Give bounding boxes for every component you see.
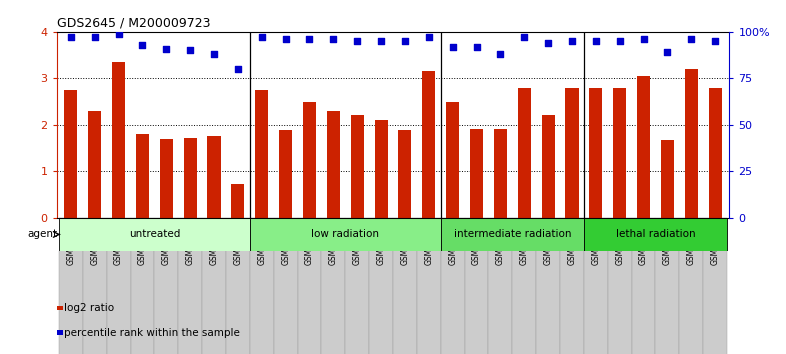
Point xyxy=(494,51,507,57)
Point xyxy=(184,47,196,53)
Bar xyxy=(512,218,536,354)
Bar xyxy=(446,102,459,218)
Bar xyxy=(422,71,435,218)
Bar xyxy=(708,87,722,218)
Point xyxy=(89,35,101,40)
Bar xyxy=(417,218,441,354)
Point xyxy=(446,44,459,50)
Bar xyxy=(656,218,679,354)
Bar xyxy=(351,115,364,218)
Bar xyxy=(59,218,83,354)
Bar xyxy=(231,184,244,218)
Bar xyxy=(536,218,560,354)
Point xyxy=(232,66,244,72)
Bar xyxy=(441,218,584,251)
Point xyxy=(637,36,650,42)
Bar xyxy=(608,218,632,354)
Bar xyxy=(255,90,268,218)
Point xyxy=(613,38,626,44)
Bar xyxy=(632,218,656,354)
Bar xyxy=(178,218,202,354)
Bar xyxy=(303,102,316,218)
Text: low radiation: low radiation xyxy=(311,229,380,239)
Bar xyxy=(399,130,412,218)
Bar xyxy=(202,218,226,354)
Bar xyxy=(369,218,393,354)
Bar xyxy=(130,218,154,354)
Bar xyxy=(679,218,703,354)
Point xyxy=(661,50,674,55)
Bar xyxy=(685,69,698,218)
Bar xyxy=(279,130,292,218)
Point xyxy=(542,40,554,46)
Bar xyxy=(208,136,221,218)
Bar xyxy=(470,129,483,218)
Bar xyxy=(661,139,674,218)
Bar xyxy=(374,120,387,218)
Point xyxy=(590,38,602,44)
Bar xyxy=(441,218,465,354)
Bar xyxy=(637,76,650,218)
Point xyxy=(160,46,173,51)
Text: GDS2645 / M200009723: GDS2645 / M200009723 xyxy=(57,16,210,29)
Bar xyxy=(327,111,340,218)
Bar xyxy=(83,218,107,354)
Bar xyxy=(160,139,173,218)
Bar xyxy=(250,218,441,251)
Point xyxy=(399,38,411,44)
Point xyxy=(709,38,722,44)
Point xyxy=(208,51,220,57)
Point xyxy=(351,38,363,44)
Bar xyxy=(518,87,531,218)
Bar xyxy=(154,218,178,354)
Bar xyxy=(274,218,298,354)
Point xyxy=(279,36,292,42)
Point xyxy=(470,44,483,50)
Point xyxy=(685,36,697,42)
Bar xyxy=(584,218,608,354)
Bar xyxy=(107,218,130,354)
Bar xyxy=(590,87,602,218)
Bar xyxy=(184,138,196,218)
Bar xyxy=(542,115,555,218)
Point xyxy=(255,35,268,40)
Text: percentile rank within the sample: percentile rank within the sample xyxy=(64,328,240,338)
Bar xyxy=(584,218,727,251)
Text: intermediate radiation: intermediate radiation xyxy=(454,229,571,239)
Bar xyxy=(321,218,345,354)
Bar xyxy=(112,62,125,218)
Bar xyxy=(345,218,369,354)
Point xyxy=(64,35,77,40)
Point xyxy=(423,35,435,40)
Bar xyxy=(64,90,78,218)
Point xyxy=(112,31,125,36)
Bar xyxy=(250,218,274,354)
Bar xyxy=(226,218,250,354)
Text: log2 ratio: log2 ratio xyxy=(64,303,114,313)
Bar xyxy=(59,218,250,251)
Bar xyxy=(613,87,626,218)
Text: lethal radiation: lethal radiation xyxy=(615,229,696,239)
Bar xyxy=(494,129,507,218)
Bar xyxy=(393,218,417,354)
Text: agent: agent xyxy=(27,229,57,239)
Bar xyxy=(703,218,727,354)
Bar xyxy=(565,87,578,218)
Point xyxy=(303,36,316,42)
Bar xyxy=(298,218,321,354)
Bar xyxy=(88,111,101,218)
Text: untreated: untreated xyxy=(129,229,180,239)
Bar xyxy=(136,134,149,218)
Point xyxy=(375,38,387,44)
Bar xyxy=(465,218,488,354)
Bar xyxy=(488,218,512,354)
Point xyxy=(327,36,340,42)
Point xyxy=(136,42,149,48)
Point xyxy=(566,38,578,44)
Bar xyxy=(560,218,584,354)
Point xyxy=(518,35,531,40)
